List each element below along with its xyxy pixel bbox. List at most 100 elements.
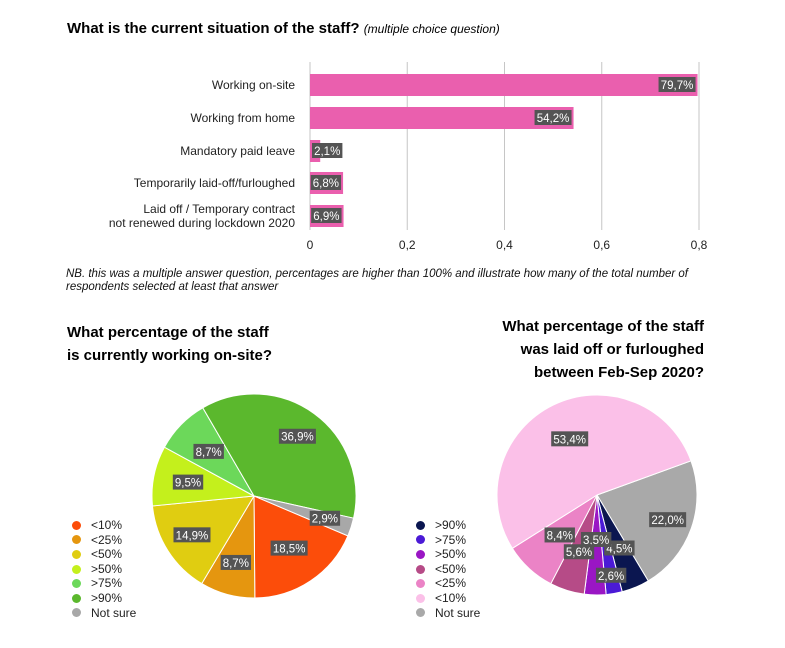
pie1-slice <box>253 495 355 537</box>
pie2-legend-label: <10% <box>435 590 467 605</box>
bar-x-tick-label: 0,4 <box>496 238 513 252</box>
pie2-data-label: 2,6% <box>595 567 627 583</box>
pie1-legend-swatch <box>72 608 81 618</box>
pie1-title-line2: is currently working on-site? <box>67 347 273 364</box>
pie2-legend-label: >50% <box>435 547 467 562</box>
pie2-title-line2: was laid off or furloughed <box>520 341 704 358</box>
bar-chart-subtitle: (multiple choice question) <box>363 22 500 36</box>
pie2-legend-swatch <box>416 593 425 603</box>
bar-data-label-bg <box>312 143 343 158</box>
pie2-data-label-bg <box>544 527 575 543</box>
pie2-legend-item: >90% <box>416 518 480 533</box>
pie1-data-label-bg <box>220 554 252 570</box>
pie1-data-label: 8,7% <box>220 554 252 570</box>
pie2-legend-label: <25% <box>435 576 467 591</box>
pie2-legend-swatch <box>416 564 425 574</box>
pie2-data-label: 4,5% <box>604 540 635 556</box>
bar-x-tick-label: 0 <box>307 238 314 252</box>
pie2-legend-item: >75% <box>416 533 480 548</box>
pie1-legend-item: <25% <box>72 533 136 548</box>
pie1-legend-item: Not sure <box>72 606 136 621</box>
bar-x-tick-label: 0,2 <box>399 238 416 252</box>
pie2-data-label-bg <box>649 512 687 528</box>
pie2-title-line3: between Feb-Sep 2020? <box>533 364 704 381</box>
bar-data-label-bg <box>310 175 342 190</box>
pie1-slice <box>201 494 256 599</box>
bar-chart-note: NB. this was a multiple answer question,… <box>66 268 688 293</box>
pie1-legend-label: >90% <box>91 590 123 605</box>
pie2-data-label-text: 4,5% <box>606 544 632 556</box>
pie2-legend-item: <50% <box>416 562 480 577</box>
pie1-data-label-bg <box>309 510 341 526</box>
pie1-data-label: 2,9% <box>309 510 341 526</box>
pie1-legend-item: <50% <box>72 547 136 562</box>
pie1-slice <box>253 495 349 599</box>
bar-x-tick-label: 0,8 <box>691 238 708 252</box>
pie2-data-label-bg <box>563 544 595 560</box>
bar-data-label: 6,8% <box>310 175 342 190</box>
pie2-data-label: 8,4% <box>544 527 575 543</box>
pie1-data-label: 9,5% <box>172 474 204 490</box>
pie2-slice <box>596 494 623 596</box>
pie1-slice <box>163 407 256 498</box>
pie1-data-label: 18,5% <box>270 540 308 556</box>
bar-chart-title-text: What is the current situation of the sta… <box>67 20 360 37</box>
pie1-data-label-text: 2,9% <box>312 514 338 526</box>
bar-data-label-text: 54,2% <box>537 113 570 125</box>
pie2-legend-item: <25% <box>416 576 480 591</box>
pie1-data-label-bg <box>270 540 308 556</box>
pie2-data-label-text: 53,4% <box>553 434 586 446</box>
pie2-data-label-bg <box>595 567 627 583</box>
pie2-data-label-bg <box>551 431 589 447</box>
pie2-slice <box>496 394 692 550</box>
pie2-legend-label: >75% <box>435 532 467 547</box>
bar-category-label: Working on-site <box>212 78 295 92</box>
pie1-data-label-text: 36,9% <box>281 432 314 444</box>
pie2-data-label-bg <box>580 531 612 547</box>
pie1-legend-item: >90% <box>72 591 136 606</box>
pie1-data-label-text: 18,5% <box>273 544 306 556</box>
pie2-legend-swatch <box>416 608 425 618</box>
pie2-data-label-bg <box>604 540 635 556</box>
pie2-legend-label: >90% <box>435 518 467 532</box>
pie1-legend-swatch <box>72 520 81 530</box>
pie2-data-label-text: 8,4% <box>547 530 573 542</box>
pie2-legend-item: >50% <box>416 547 480 562</box>
pie1-legend-swatch <box>72 564 81 574</box>
pie2-data-label-text: 5,6% <box>566 547 592 559</box>
pie1-legend-label: Not sure <box>91 605 137 620</box>
bar-chart-title: What is the current situation of the sta… <box>67 20 500 37</box>
pie1-title-line1: What percentage of the staff <box>67 324 269 341</box>
pie2-legend-swatch <box>416 520 425 530</box>
bar-data-label: 54,2% <box>534 110 572 125</box>
pie1-data-label-bg <box>172 474 204 490</box>
pie1-legend-swatch <box>72 549 81 559</box>
pie1-data-label-bg <box>278 428 316 444</box>
pie1-title: What percentage of the staff is currentl… <box>67 321 272 367</box>
pie2-data-label: 5,6% <box>563 544 595 560</box>
pie1-legend-item: >50% <box>72 562 136 577</box>
bar-category-label: not renewed during lockdown 2020 <box>109 216 295 230</box>
pie2-data-label-text: 3,5% <box>583 535 609 547</box>
pie2-legend-swatch <box>416 579 425 589</box>
pie1-data-label-text: 8,7% <box>196 447 222 459</box>
pie1-data-label: 14,9% <box>173 527 211 543</box>
pie1-legend-label: <10% <box>91 518 123 532</box>
pie2-slice <box>511 493 599 585</box>
pie1-data-label-bg <box>173 527 211 543</box>
bar-data-label-bg <box>534 110 572 125</box>
bar-category-label: Mandatory paid leave <box>180 144 295 158</box>
bar-data-label: 2,1% <box>312 143 343 158</box>
pie1-legend-item: <10% <box>72 518 136 533</box>
pie2-data-label-text: 2,6% <box>598 571 624 583</box>
pie1-legend-swatch <box>72 535 81 545</box>
pie2-title-line1: What percentage of the staff <box>502 318 704 335</box>
pie2-legend-swatch <box>416 535 425 545</box>
pie2-data-label: 3,5% <box>580 531 612 547</box>
pie2-data-label: 53,4% <box>551 431 589 447</box>
bar-data-label-bg <box>658 77 696 92</box>
bar-x-tick-label: 0,6 <box>593 238 610 252</box>
pie1-legend-label: >50% <box>91 561 123 576</box>
pie2-data-label: 22,0% <box>649 512 687 528</box>
bar-data-label-text: 6,9% <box>313 211 339 223</box>
